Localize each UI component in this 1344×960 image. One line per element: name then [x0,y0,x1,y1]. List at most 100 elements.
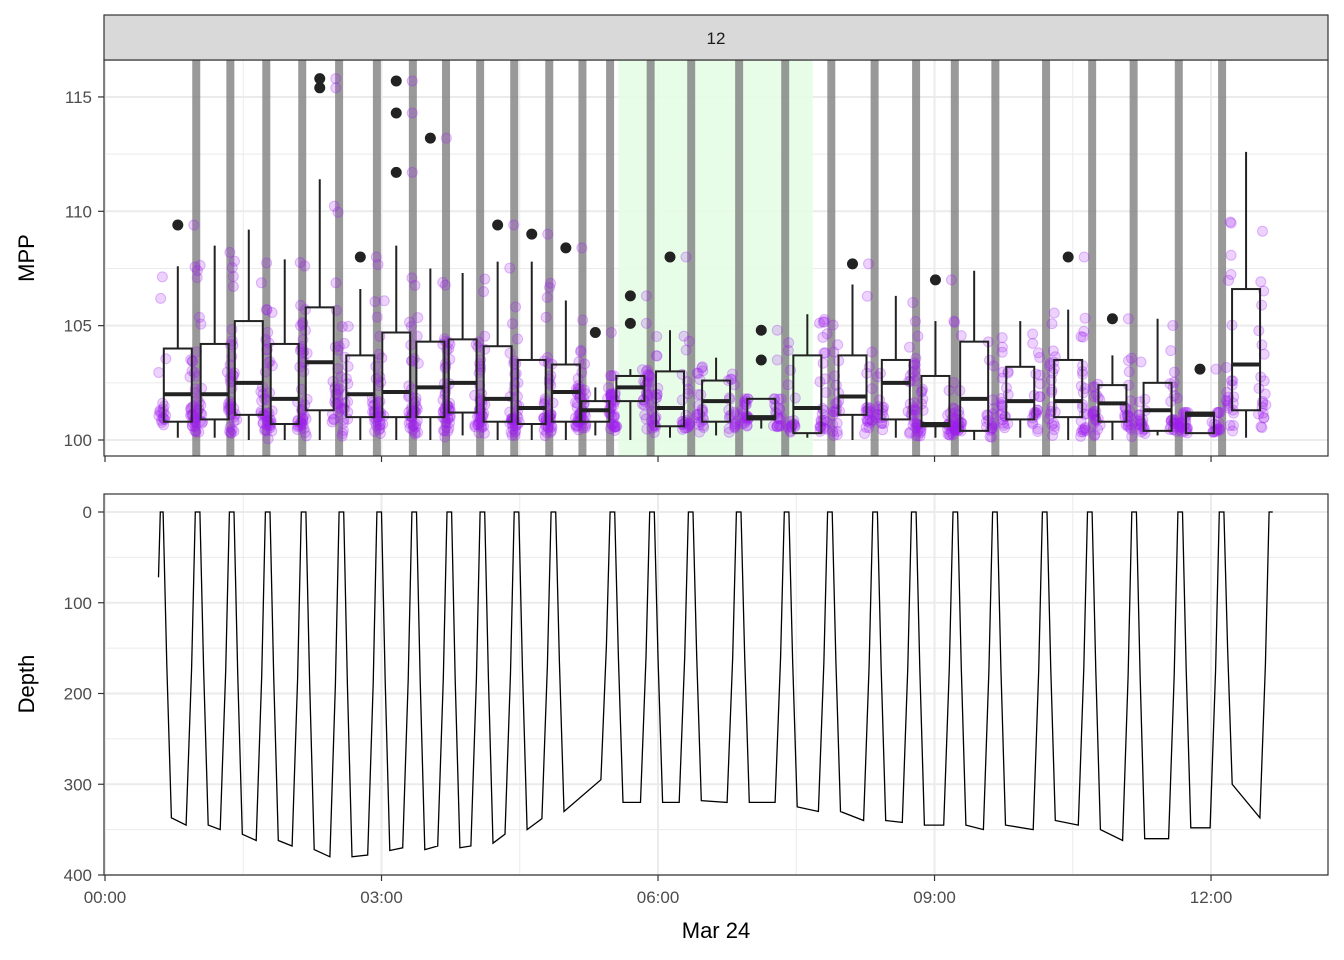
data-point [1253,408,1265,420]
data-point [544,281,556,293]
outlier-point [492,219,504,231]
surface-bar [735,60,744,456]
data-point [1046,384,1058,396]
data-point [506,429,518,441]
data-point [910,370,922,382]
data-point [337,428,349,440]
data-point [1032,347,1044,359]
data-point [820,387,832,399]
data-point [945,428,957,440]
data-point [1167,381,1179,393]
data-point [156,271,168,283]
box-iqr [792,354,823,435]
data-point [473,427,485,439]
data-point [478,427,490,439]
surface-bar [578,60,587,456]
data-point [609,420,621,432]
surface-bar [646,60,655,456]
data-point [814,420,826,432]
data-point [375,407,387,419]
data-point [641,423,653,435]
data-point [1122,421,1134,433]
surface-bar [606,60,615,456]
data-point [651,388,663,400]
data-point [817,414,829,426]
data-point [651,350,663,362]
mpp-axis-title: MPP [14,234,39,282]
data-point [1046,401,1058,413]
data-point [190,426,202,438]
data-point [1089,409,1101,421]
data-point [442,425,454,437]
boxplot [447,273,478,436]
data-point [1047,345,1059,357]
boxplot [792,314,823,438]
surface-bar [192,60,201,456]
outlier-point [589,327,601,339]
box-iqr [162,347,193,423]
data-point [189,261,201,273]
data-point [409,428,421,440]
data-point [782,422,794,434]
data-point [1078,251,1090,263]
data-point [1124,422,1136,434]
data-point [329,383,341,395]
y-tick-label: 0 [83,503,92,522]
data-point [264,387,276,399]
data-point [912,425,924,437]
data-point [409,279,421,291]
data-point [225,427,237,439]
data-point [576,242,588,254]
data-point [335,402,347,414]
data-point [336,430,348,442]
box-iqr [516,358,547,425]
data-point [1027,412,1039,424]
boxplot [415,132,446,440]
data-point [405,416,417,428]
data-point [831,398,843,410]
data-point [944,429,956,441]
box-iqr [415,340,446,419]
data-point [729,418,741,430]
box-iqr [447,338,478,414]
data-point [997,417,1009,429]
data-point [1092,424,1104,436]
data-point [827,406,839,418]
data-point [377,418,389,430]
data-point [374,422,386,434]
data-point [299,260,311,272]
data-point [545,426,557,438]
data-point [301,393,313,405]
data-point [828,429,840,441]
data-point [1079,422,1091,434]
data-point [332,406,344,418]
data-point [1030,368,1042,380]
data-point [1139,393,1151,405]
data-point [947,402,959,414]
data-point [910,430,922,442]
data-point [861,416,873,428]
data-point [729,422,741,434]
mpp-x-axis-ticks [104,456,1212,462]
data-point [988,360,1000,372]
data-point [439,431,451,443]
data-point [403,380,415,392]
data-point [189,424,201,436]
data-point [694,426,706,438]
data-point [226,424,238,436]
surface-bar [1088,60,1097,456]
data-point [1030,406,1042,418]
data-point [193,311,205,323]
boxplot [1142,318,1173,436]
data-point [185,409,197,421]
data-point [412,312,424,324]
data-point [339,351,351,363]
box-iqr [1053,358,1084,419]
data-point [640,290,652,302]
data-point [904,426,916,438]
data-point [1164,423,1176,435]
data-point [261,304,273,316]
data-point [444,353,456,365]
data-point [814,317,826,329]
